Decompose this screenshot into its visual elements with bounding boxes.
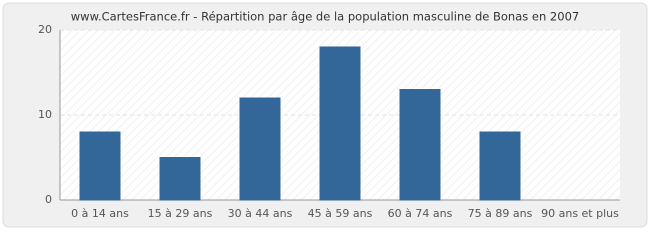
x-tick-label: 60 à 74 ans xyxy=(388,207,453,220)
x-tick-label: 90 ans et plus xyxy=(541,207,619,220)
y-tick-label: 20 xyxy=(38,23,52,36)
chart: www.CartesFrance.fr - Répartition par âg… xyxy=(2,2,648,228)
x-tick-label: 75 à 89 ans xyxy=(468,207,533,220)
bar xyxy=(239,97,281,201)
chart-title: www.CartesFrance.fr - Répartition par âg… xyxy=(71,10,579,24)
bar xyxy=(319,46,361,201)
x-tick-label: 45 à 59 ans xyxy=(308,207,373,220)
y-tick-label: 10 xyxy=(38,108,52,121)
x-tick-label: 30 à 44 ans xyxy=(228,207,293,220)
bar xyxy=(159,157,201,201)
y-tick-label: 0 xyxy=(45,193,52,206)
x-tick-label: 0 à 14 ans xyxy=(71,207,129,220)
x-tick-label: 15 à 29 ans xyxy=(148,207,213,220)
bar xyxy=(399,89,441,201)
page: {"chart_data": {"type": "bar", "title": … xyxy=(2,2,648,228)
bar xyxy=(79,131,121,201)
bar xyxy=(479,131,521,201)
